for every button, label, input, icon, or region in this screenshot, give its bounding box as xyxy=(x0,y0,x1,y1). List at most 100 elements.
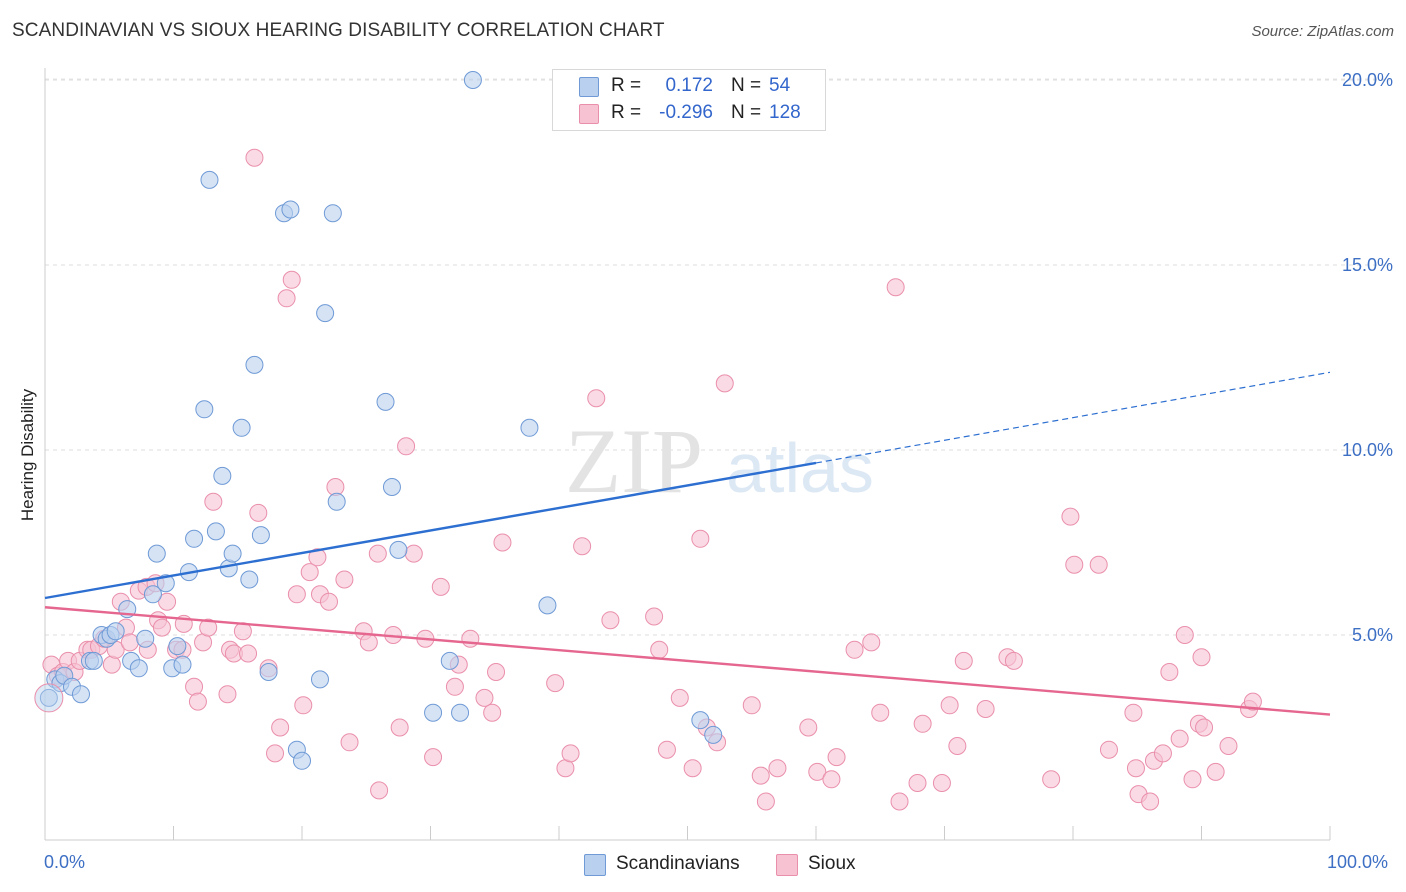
sioux-point xyxy=(886,278,905,297)
sioux-point xyxy=(1042,770,1061,789)
sioux-point xyxy=(742,696,761,715)
sioux-point xyxy=(1175,626,1194,644)
sioux-point xyxy=(271,718,290,737)
sioux-point xyxy=(1170,729,1189,748)
scandinavian-point xyxy=(168,637,187,656)
sioux-point xyxy=(483,703,502,722)
scandinavian-point xyxy=(185,529,204,548)
sioux-point xyxy=(768,759,787,778)
x-tick-label-max: 100.0% xyxy=(1327,852,1389,872)
sioux-point xyxy=(370,781,389,800)
sioux-point xyxy=(1153,744,1172,763)
sioux-point xyxy=(1141,792,1160,811)
sioux-point xyxy=(218,685,237,704)
chart-title: SCANDINAVIAN VS SIOUX HEARING DISABILITY… xyxy=(12,20,665,41)
correlation-legend: R = 0.172 N = 54 R = -0.296 N = 128 xyxy=(552,69,826,131)
sioux-point xyxy=(493,533,512,552)
sioux-point xyxy=(940,696,959,715)
scandinavian-points xyxy=(34,71,723,770)
sioux-point xyxy=(120,633,139,652)
sioux-point xyxy=(282,270,301,289)
sioux-point xyxy=(487,663,506,681)
legend-n-value: 54 xyxy=(769,75,791,96)
sioux-point xyxy=(650,640,669,659)
sioux-point xyxy=(390,718,409,737)
sioux-point xyxy=(102,655,121,674)
sioux-point xyxy=(601,611,620,630)
sioux-point xyxy=(1160,663,1179,681)
legend-swatch-blue xyxy=(579,77,599,97)
scandinavian-point xyxy=(251,526,270,545)
scandinavian-point xyxy=(424,703,443,722)
sioux-point xyxy=(1099,740,1118,759)
scandinavian-point xyxy=(240,570,259,589)
sioux-point xyxy=(185,677,204,696)
sioux-point xyxy=(308,548,327,567)
sioux-point xyxy=(335,570,354,589)
sioux-point xyxy=(249,503,268,522)
y-tick-label: 15.0% xyxy=(1342,255,1393,275)
sioux-point xyxy=(266,744,285,763)
sioux-point xyxy=(561,744,580,763)
sioux-point xyxy=(808,762,827,781)
sioux-point xyxy=(158,592,177,611)
scandinavian-point xyxy=(223,544,242,563)
y-tick-label: 5.0% xyxy=(1352,625,1393,645)
scandinavian-point xyxy=(704,725,723,744)
sioux-point xyxy=(461,629,480,648)
sioux-point xyxy=(932,774,951,792)
scandinavian-point xyxy=(213,466,232,485)
sioux-point xyxy=(152,618,171,637)
sioux-point xyxy=(756,792,775,811)
sioux-point xyxy=(1089,555,1108,574)
y-tick-label: 20.0% xyxy=(1342,70,1393,90)
scandinavian-point xyxy=(147,544,166,563)
sioux-point xyxy=(424,748,443,767)
sioux-point xyxy=(294,696,313,715)
scandinavian-point xyxy=(293,751,311,770)
sioux-point xyxy=(287,585,306,604)
scandinavian-point xyxy=(195,400,214,419)
sioux-point xyxy=(1124,703,1143,722)
scandinavian-trend-line xyxy=(44,461,817,600)
scandinavian-point xyxy=(156,574,175,593)
scandinavian-point xyxy=(327,492,346,511)
sioux-point xyxy=(368,544,387,563)
watermark-atlas: atlas xyxy=(726,429,874,507)
scandinavian-point xyxy=(259,663,278,681)
series-legend: Scandinavians Sioux xyxy=(0,852,1406,878)
scandinavian-point xyxy=(84,651,103,670)
scandinavian-point xyxy=(232,418,251,437)
sioux-point xyxy=(340,733,359,752)
sioux-point xyxy=(573,537,592,556)
sioux-point xyxy=(715,374,734,393)
scandinavian-point xyxy=(136,629,155,648)
scandinavian-point xyxy=(538,596,557,615)
sioux-point xyxy=(645,607,664,626)
sioux-point xyxy=(822,770,841,789)
scandinavian-point xyxy=(440,651,459,670)
series-swatch-blue xyxy=(584,854,606,876)
scandinavian-point xyxy=(520,418,539,437)
series-label-sioux: Sioux xyxy=(808,853,856,874)
legend-r-label: R = xyxy=(611,102,642,123)
series-label-scandinavians: Scandinavians xyxy=(616,853,740,874)
scandinavian-point xyxy=(129,659,148,678)
scandinavian-point xyxy=(691,711,710,730)
scandinavian-trend-extension xyxy=(815,371,1331,464)
scandinavian-point xyxy=(143,585,162,604)
scandinavian-point xyxy=(173,655,192,674)
sioux-point xyxy=(1219,737,1238,755)
sioux-point xyxy=(1183,770,1202,789)
sioux-point xyxy=(827,748,846,767)
sioux-point xyxy=(546,674,565,693)
sioux-point xyxy=(1126,759,1145,778)
watermark-zip: ZIP xyxy=(565,410,703,512)
sioux-point xyxy=(245,148,264,167)
sioux-point xyxy=(199,618,218,637)
x-tick-label-min: 0.0% xyxy=(44,852,86,872)
scandinavian-point xyxy=(389,540,408,559)
sioux-point xyxy=(319,592,338,611)
cluster-point xyxy=(34,683,64,713)
sioux-point xyxy=(359,633,378,652)
